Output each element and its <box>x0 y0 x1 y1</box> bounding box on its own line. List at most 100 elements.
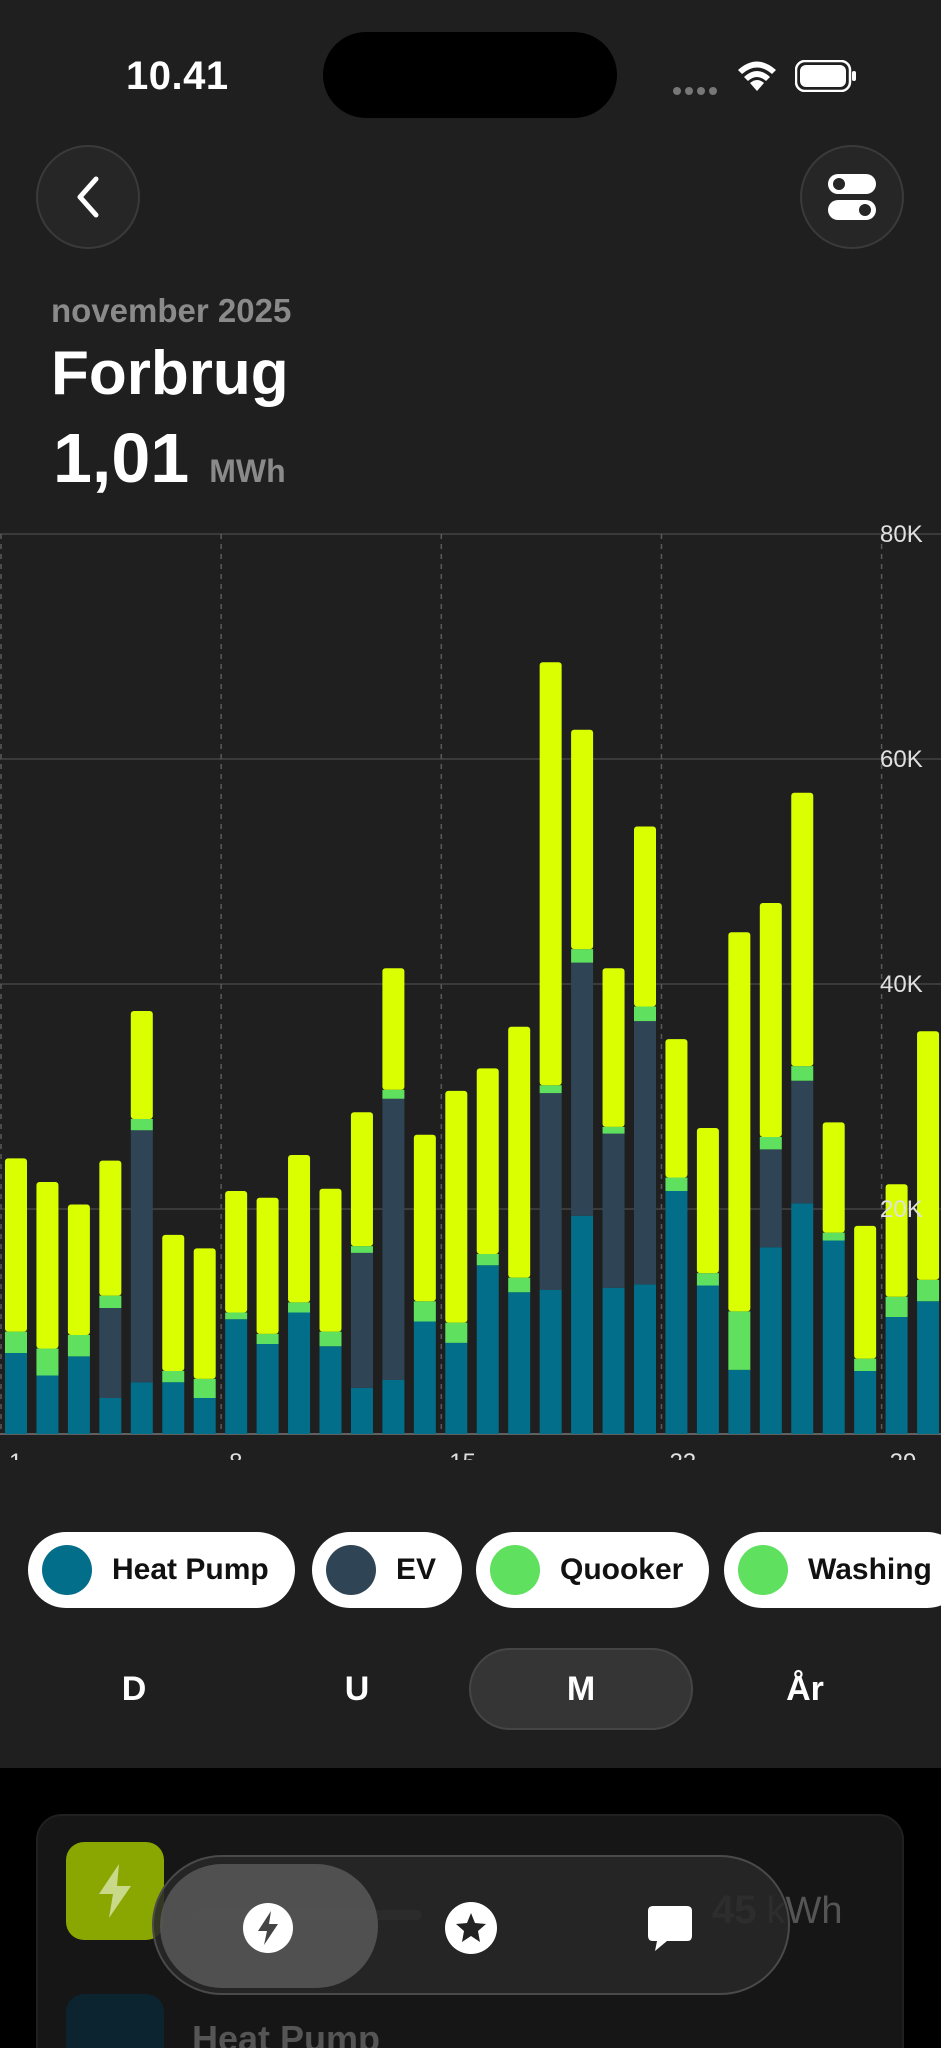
bar-segment-day-24 <box>728 1369 751 1434</box>
bar-segment-day-27 <box>822 1122 845 1233</box>
bar-segment-day-18 <box>539 1093 562 1290</box>
bar-segment-day-19 <box>571 962 594 1216</box>
legend-dot <box>738 1545 788 1595</box>
tab-favorites[interactable] <box>441 1898 501 1958</box>
bar-segment-day-15 <box>445 1322 468 1343</box>
x-tick-label: 15. <box>449 1449 482 1460</box>
bar-segment-day-5 <box>130 1011 153 1119</box>
bar-segment-day-22 <box>665 1177 688 1191</box>
legend-chip-ev[interactable]: EV <box>312 1532 463 1608</box>
bar-segment-day-5 <box>130 1130 153 1383</box>
legend-dot <box>42 1545 92 1595</box>
total-unit: MWh <box>209 453 286 489</box>
bar-segment-day-13 <box>382 1089 405 1099</box>
status-bar: 10.41 <box>0 0 941 140</box>
bar-segment-day-22 <box>665 1039 688 1178</box>
bar-segment-day-26 <box>791 1080 814 1204</box>
bar-segment-day-5 <box>130 1382 153 1434</box>
bar-segment-day-6 <box>162 1234 185 1371</box>
bar-segment-day-9 <box>256 1333 279 1344</box>
bar-segment-day-2 <box>36 1182 59 1349</box>
period-option-day[interactable]: D <box>121 1669 147 1708</box>
bar-segment-day-25 <box>759 1137 782 1150</box>
legend-chip-heat-pump[interactable]: Heat Pump <box>28 1532 295 1608</box>
tab-energy[interactable] <box>238 1898 298 1958</box>
bar-segment-day-18 <box>539 1290 562 1434</box>
status-time: 10.41 <box>126 54 229 98</box>
bar-segment-day-29 <box>885 1317 908 1434</box>
bar-segment-day-7 <box>193 1398 216 1434</box>
page-title: Forbrug <box>51 339 289 408</box>
bar-segment-day-12 <box>350 1112 373 1247</box>
bar-segment-day-16 <box>476 1265 499 1434</box>
bar-segment-day-20 <box>602 1133 625 1288</box>
bar-segment-day-9 <box>256 1344 279 1434</box>
bar-segment-day-15 <box>445 1090 468 1323</box>
bar-segment-day-17 <box>508 1026 531 1278</box>
tab-messages[interactable] <box>640 1898 700 1958</box>
bar-segment-day-6 <box>162 1382 185 1434</box>
consumption-chart[interactable]: 20K 40K 60K 80K 1. 8. 15. 22. 29. <box>0 520 941 1460</box>
bar-segment-day-25 <box>759 903 782 1137</box>
bar-segment-day-21 <box>634 1284 656 1434</box>
bar-segment-day-7 <box>193 1248 216 1379</box>
period-option-year[interactable]: År <box>786 1669 824 1708</box>
period-selector: D U M År <box>0 1648 941 1730</box>
bar-segment-day-9 <box>256 1197 279 1334</box>
dynamic-island <box>323 32 617 118</box>
bar-segment-day-5 <box>130 1119 153 1131</box>
bar-segment-day-30 <box>917 1031 940 1280</box>
bar-segment-day-8 <box>225 1312 248 1320</box>
bar-segment-day-8 <box>225 1191 248 1313</box>
chevron-left-icon <box>77 176 99 218</box>
bar-segment-day-23 <box>696 1273 719 1286</box>
bar-segment-day-16 <box>476 1068 499 1254</box>
bar-segment-day-2 <box>36 1348 59 1376</box>
bar-segment-day-3 <box>67 1335 90 1357</box>
bar-segment-day-14 <box>413 1301 436 1322</box>
battery-icon <box>795 60 856 92</box>
bar-segment-day-10 <box>288 1302 311 1313</box>
legend-dot <box>490 1545 540 1595</box>
bar-segment-day-1 <box>5 1331 27 1353</box>
total-consumption: 1,01 MWh <box>53 418 286 498</box>
bar-segment-day-10 <box>288 1155 311 1303</box>
bar-segment-day-17 <box>508 1277 531 1293</box>
bar-segment-day-26 <box>791 792 814 1067</box>
legend-label: EV <box>396 1553 437 1586</box>
consumption-chart-svg: 20K 40K 60K 80K 1. 8. 15. 22. 29. <box>0 521 941 1460</box>
device-icon-total <box>66 1842 164 1940</box>
bar-segment-day-26 <box>791 1066 814 1081</box>
bar-segment-day-11 <box>319 1331 342 1347</box>
bar-segment-day-29 <box>885 1296 908 1317</box>
x-tick-label: 29. <box>890 1449 923 1460</box>
bar-segment-day-20 <box>602 968 625 1127</box>
bar-segment-day-14 <box>413 1134 436 1302</box>
bar-segment-day-13 <box>382 1098 405 1380</box>
bar-segment-day-12 <box>350 1387 373 1434</box>
bar-segment-day-13 <box>382 968 405 1090</box>
device-name: Heat Pump <box>192 2018 381 2048</box>
bar-segment-day-28 <box>854 1358 877 1371</box>
bar-segment-day-25 <box>759 1247 782 1434</box>
y-tick-label: 40K <box>880 971 923 998</box>
cellular-signal-icon <box>673 82 721 95</box>
wifi-icon <box>738 61 776 91</box>
settings-toggle-button[interactable] <box>800 145 904 249</box>
bar-segment-day-21 <box>634 1006 656 1022</box>
period-option-week[interactable]: U <box>344 1669 370 1708</box>
total-value: 1,01 <box>53 419 190 497</box>
legend-chip-washing-machine[interactable]: Washing M <box>724 1532 941 1608</box>
back-button[interactable] <box>36 145 140 249</box>
y-tick-label: 60K <box>880 746 923 773</box>
bar-segment-day-28 <box>854 1371 877 1434</box>
toggle-switches-icon <box>828 174 876 220</box>
bar-segment-day-18 <box>539 662 562 1086</box>
legend-chip-quooker[interactable]: Quooker <box>476 1532 710 1608</box>
period-option-month[interactable]: M <box>469 1648 693 1730</box>
bar-segment-day-6 <box>162 1371 185 1383</box>
legend: Heat Pump EV Quooker Washing M <box>0 1532 941 1612</box>
bar-segment-day-19 <box>571 729 594 950</box>
lightning-icon <box>243 1903 293 1953</box>
bar-segment-day-3 <box>67 1356 90 1434</box>
